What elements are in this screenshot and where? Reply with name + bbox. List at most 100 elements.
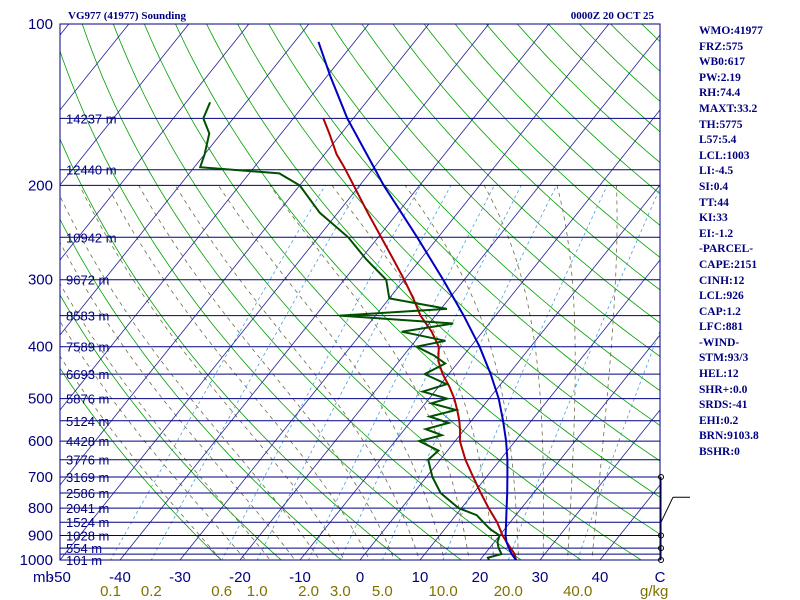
mixing-ratio-label: 10.0 (428, 583, 457, 600)
pressure-tick-label: 1000 (20, 552, 53, 569)
index-item: BSHR:0 (699, 446, 740, 459)
dry-adiabat (299, 24, 660, 392)
isotherm-line (119, 24, 550, 560)
isotherm-line (60, 24, 490, 560)
moist-adiabat (138, 185, 395, 560)
index-item: LFC:881 (699, 321, 744, 334)
height-level-label: 8583 m (66, 309, 109, 324)
index-item: -PARCEL- (699, 243, 754, 256)
height-level-label: 2041 m (66, 501, 109, 516)
dry-adiabat (423, 24, 660, 258)
parcel-profile (317, 41, 517, 560)
mixing-ratio-label: 20.0 (494, 583, 523, 600)
dry-adiabat (578, 24, 660, 102)
index-item: PW:2.19 (699, 71, 741, 84)
index-item: SRDS:-41 (699, 399, 748, 412)
isotherm-line (60, 24, 130, 111)
wind-calm-mark (658, 532, 664, 539)
isotherm-line (60, 24, 370, 411)
wind-barb (660, 496, 690, 523)
temperature-tick-label: 20 (472, 569, 489, 586)
dry-adiabat (60, 294, 282, 560)
height-level-label: 3169 m (66, 470, 109, 485)
wind-barb-staff (660, 496, 674, 523)
mixing-ratio-label: 0.1 (100, 583, 121, 600)
height-level-label: 14237 m (66, 111, 117, 126)
moist-adiabat (483, 185, 544, 560)
moist-adiabat (218, 185, 445, 560)
index-item: KI:33 (699, 212, 728, 225)
dry-adiabat (516, 24, 660, 164)
height-level-label: 6693 m (66, 367, 109, 382)
dry-adiabat (392, 24, 660, 291)
height-level-label: 7589 m (66, 340, 109, 355)
dry-adiabat (547, 24, 660, 133)
mixing-ratio-label: 2.0 (298, 583, 319, 600)
temperature-tick-label: 0 (356, 569, 364, 586)
temperature-tick-label: 40 (592, 569, 609, 586)
height-level-label: 1028 m (66, 529, 109, 544)
height-level-label: 3776 m (66, 453, 109, 468)
temperature-tick-label: -30 (169, 569, 191, 586)
index-item: BRN:9103.8 (699, 430, 759, 443)
mixing-ratio-line (150, 185, 361, 560)
index-item: SHR+:0.0 (699, 383, 748, 396)
index-item: LCL:1003 (699, 149, 750, 162)
height-level-label: 1524 m (66, 515, 109, 530)
temperature-tick-label: -20 (229, 569, 251, 586)
temperature-profile (322, 118, 517, 560)
index-item: LI:-4.5 (699, 165, 734, 178)
mixing-ratio-unit: g/kg (640, 583, 668, 600)
isotherm-line (539, 409, 660, 560)
dry-adiabat (268, 24, 660, 426)
index-item: EI:-1.2 (699, 227, 734, 240)
moist-adiabat (60, 282, 271, 560)
moist-adiabat (269, 185, 470, 560)
pressure-tick-label: 700 (28, 469, 53, 486)
index-item: TT:44 (699, 196, 729, 209)
wind-barb (658, 474, 664, 480)
chart-title: VG977 (41977) Sounding (68, 10, 186, 22)
pressure-tick-label: 800 (28, 500, 53, 517)
height-level-label: 554 m (66, 541, 102, 556)
dry-adiabat (60, 218, 342, 560)
index-item: TH:5775 (699, 118, 743, 131)
index-item: CAPE:2151 (699, 258, 758, 271)
wind-profile (658, 474, 690, 563)
isotherm-line (419, 259, 660, 560)
temperature-tick-label: -10 (289, 569, 311, 586)
mixing-ratio-label: 5.0 (372, 583, 393, 600)
index-item: CAP:1.2 (699, 305, 741, 318)
isotherm-line (0, 0, 28, 571)
dry-adiabat (60, 367, 222, 560)
wind-calm-mark (658, 474, 664, 480)
dewpoint-profile (198, 101, 503, 560)
pressure-tick-label: 500 (28, 391, 53, 408)
moist-adiabat (106, 185, 370, 560)
mixing-ratio-label: 40.0 (563, 583, 592, 600)
pressure-tick-label: 200 (28, 177, 53, 194)
dry-adiabat (330, 24, 660, 358)
mixing-ratio-line (308, 185, 495, 560)
dry-adiabat (485, 24, 660, 195)
mixing-ratio-line (256, 185, 452, 560)
dry-adiabat (81, 24, 522, 560)
index-item: EHI:0.2 (699, 414, 739, 427)
pressure-tick-label: 300 (28, 272, 53, 289)
mixing-ratio-line (442, 185, 608, 560)
temperature-tick-label: 10 (412, 569, 429, 586)
index-item: L57:5.4 (699, 134, 737, 147)
index-item: FRZ:575 (699, 40, 744, 53)
dry-adiabat (112, 24, 582, 560)
mixing-ratio-label: 0.2 (141, 583, 162, 600)
chart-grid (0, 0, 660, 571)
chart-time: 0000Z 20 OCT 25 (571, 10, 655, 22)
mixing-ratio-label: 0.6 (211, 583, 232, 600)
dry-adiabat (206, 24, 660, 498)
wind-barb (658, 532, 664, 539)
index-item: -WIND- (699, 336, 740, 349)
isotherm-line (599, 484, 660, 560)
moist-adiabat (60, 195, 321, 560)
